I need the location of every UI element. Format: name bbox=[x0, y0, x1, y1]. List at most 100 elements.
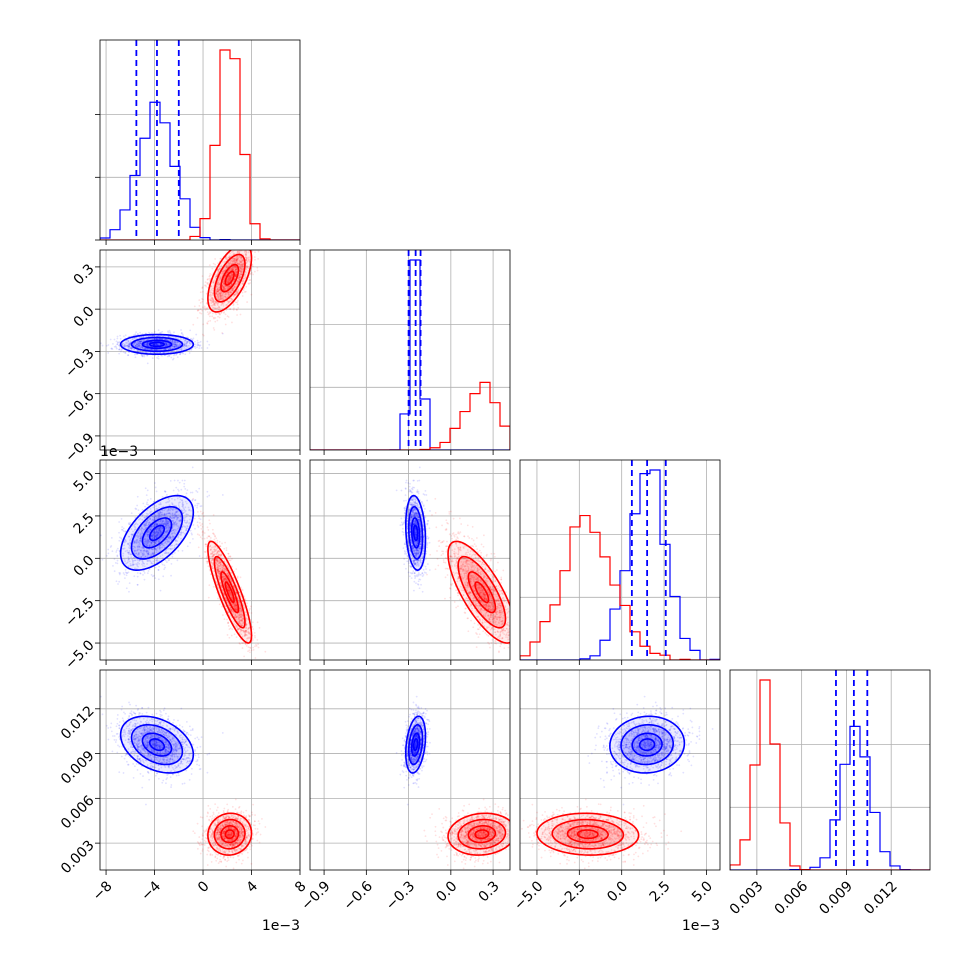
sample-point-series-0 bbox=[177, 337, 179, 340]
sample-point-series-0 bbox=[192, 524, 195, 526]
sample-point-series-0 bbox=[153, 343, 155, 346]
sample-point-series-0 bbox=[174, 341, 177, 344]
sample-point-series-0 bbox=[208, 494, 211, 497]
sample-point-series-0 bbox=[134, 333, 137, 336]
sample-point-series-0 bbox=[152, 343, 155, 345]
sample-point-series-0 bbox=[173, 345, 176, 348]
sample-point-series-0 bbox=[146, 348, 149, 351]
sample-point-series-1 bbox=[219, 294, 222, 297]
sample-point-series-0 bbox=[177, 344, 179, 346]
sample-point-series-0 bbox=[101, 558, 104, 561]
sample-point-series-1 bbox=[196, 309, 199, 312]
sample-point-series-0 bbox=[169, 347, 172, 350]
sample-point-series-1 bbox=[230, 276, 233, 279]
sample-point-series-1 bbox=[208, 584, 211, 587]
sample-point-series-0 bbox=[120, 537, 123, 540]
sample-point-series-1 bbox=[201, 537, 204, 540]
sample-point-series-1 bbox=[239, 247, 241, 249]
sample-point-series-0 bbox=[144, 347, 147, 350]
sample-point-series-0 bbox=[185, 344, 188, 347]
sample-point-series-0 bbox=[165, 342, 168, 345]
sample-point-series-0 bbox=[145, 494, 148, 497]
sample-point-series-0 bbox=[136, 343, 139, 346]
sample-point-series-1 bbox=[221, 332, 224, 334]
sample-point-series-1 bbox=[216, 283, 219, 286]
sample-point-series-0 bbox=[116, 559, 119, 562]
sample-point-series-0 bbox=[196, 504, 199, 507]
sample-point-series-1 bbox=[216, 290, 219, 293]
sample-point-series-0 bbox=[169, 339, 171, 341]
sample-point-series-0 bbox=[173, 331, 175, 334]
sample-point-series-1 bbox=[233, 285, 236, 288]
sample-point-series-1 bbox=[239, 260, 242, 263]
sample-point-series-0 bbox=[110, 347, 113, 350]
sample-point-series-1 bbox=[223, 285, 225, 288]
sample-point-series-1 bbox=[201, 309, 204, 312]
sample-point-series-1 bbox=[234, 268, 237, 271]
sample-point-series-0 bbox=[169, 332, 172, 335]
sample-point-series-1 bbox=[200, 312, 203, 315]
sample-point-series-0 bbox=[197, 344, 200, 346]
sample-point-series-1 bbox=[227, 285, 230, 288]
sample-point-series-1 bbox=[218, 289, 221, 292]
sample-point-series-1 bbox=[240, 271, 243, 274]
sample-point-series-0 bbox=[101, 344, 104, 347]
sample-point-series-1 bbox=[229, 247, 231, 249]
sample-point-series-1 bbox=[219, 277, 222, 280]
sample-point-series-1 bbox=[199, 301, 202, 304]
sample-point-series-0 bbox=[173, 345, 176, 348]
sample-point-series-0 bbox=[146, 343, 149, 346]
sample-point-series-0 bbox=[184, 343, 187, 346]
sample-point-series-0 bbox=[165, 338, 168, 341]
sample-point-series-1 bbox=[239, 276, 241, 279]
sample-point-series-0 bbox=[119, 334, 121, 337]
sample-point-series-0 bbox=[147, 499, 149, 501]
sample-point-series-1 bbox=[241, 268, 244, 271]
sample-point-series-0 bbox=[140, 340, 142, 343]
sample-point-series-0 bbox=[173, 346, 176, 348]
sample-point-series-0 bbox=[196, 343, 199, 346]
sample-point-series-1 bbox=[212, 280, 215, 283]
sample-point-series-0 bbox=[116, 335, 119, 338]
sample-point-series-1 bbox=[235, 268, 238, 271]
sample-point-series-1 bbox=[241, 247, 243, 249]
sample-point-series-0 bbox=[136, 349, 139, 352]
sample-point-series-1 bbox=[233, 265, 236, 268]
sample-point-series-0 bbox=[194, 347, 197, 350]
sample-point-series-1 bbox=[239, 266, 242, 269]
sample-point-series-1 bbox=[199, 308, 202, 311]
sample-point-series-0 bbox=[173, 341, 176, 344]
sample-point-series-0 bbox=[173, 343, 176, 346]
sample-point-series-0 bbox=[166, 344, 169, 347]
sample-point-series-0 bbox=[186, 341, 188, 343]
sample-point-series-0 bbox=[164, 341, 167, 344]
sample-point-series-1 bbox=[233, 267, 236, 269]
sample-point-series-0 bbox=[159, 338, 162, 341]
sample-point-series-0 bbox=[159, 343, 162, 346]
sample-point-series-0 bbox=[121, 343, 124, 346]
sample-point-series-0 bbox=[165, 343, 168, 346]
sample-point-series-1 bbox=[216, 307, 219, 309]
sample-point-series-1 bbox=[239, 269, 242, 272]
sample-point-series-0 bbox=[200, 347, 203, 349]
sample-point-series-0 bbox=[180, 338, 182, 341]
sample-point-series-0 bbox=[189, 491, 192, 494]
sample-point-series-1 bbox=[232, 303, 235, 306]
sample-point-series-0 bbox=[194, 340, 196, 343]
sample-point-series-1 bbox=[231, 261, 234, 264]
sample-point-series-1 bbox=[217, 271, 220, 273]
sample-point-series-1 bbox=[227, 246, 229, 248]
sample-point-series-0 bbox=[179, 343, 182, 346]
sample-point-series-1 bbox=[238, 255, 241, 258]
sample-point-series-0 bbox=[154, 566, 157, 569]
sample-point-series-0 bbox=[159, 589, 162, 592]
sample-point-series-0 bbox=[175, 345, 178, 348]
sample-point-series-1 bbox=[206, 308, 208, 310]
sample-point-series-0 bbox=[155, 342, 158, 345]
sample-point-series-1 bbox=[216, 303, 219, 306]
sample-point-series-0 bbox=[118, 521, 121, 523]
sample-point-series-1 bbox=[226, 281, 229, 284]
sample-point-series-0 bbox=[165, 343, 168, 346]
sample-point-series-0 bbox=[144, 339, 147, 342]
sample-point-series-1 bbox=[208, 277, 211, 280]
